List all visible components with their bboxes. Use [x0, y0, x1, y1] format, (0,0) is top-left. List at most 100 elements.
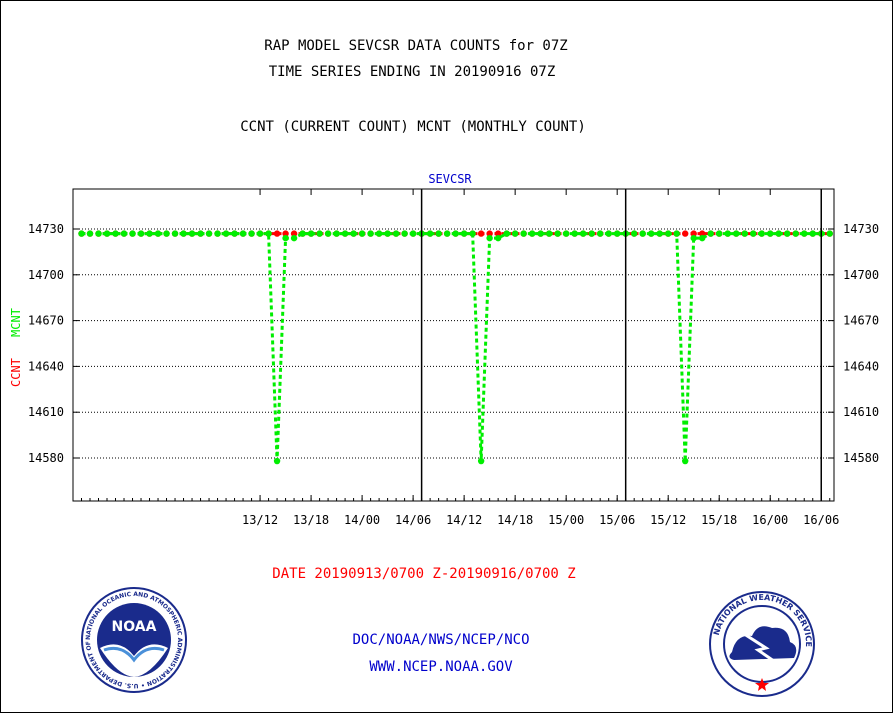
- x-tick-label: 14/06: [395, 513, 431, 527]
- data-point-mcnt: [699, 234, 706, 242]
- data-point-ccnt: [682, 230, 689, 237]
- noaa-logo: NOAA NATIONAL OCEANIC AND ATMOSPHERIC AD…: [80, 586, 187, 693]
- data-point-mcnt: [460, 230, 468, 237]
- data-point-mcnt: [197, 230, 204, 237]
- data-point-mcnt: [222, 230, 230, 237]
- data-point-mcnt: [367, 230, 374, 237]
- y-tick-label-right: 14730: [843, 222, 879, 236]
- data-point-ccnt: [477, 230, 485, 237]
- data-point-mcnt: [426, 230, 434, 237]
- data-point-mcnt: [120, 230, 128, 237]
- data-point-mcnt: [112, 230, 119, 237]
- data-point-mcnt: [95, 230, 102, 237]
- data-point-mcnt: [214, 230, 221, 237]
- y-tick-label-right: 14580: [843, 451, 879, 465]
- data-point-mcnt: [103, 230, 111, 237]
- data-point-mcnt: [647, 230, 655, 237]
- x-tick-label: 14/18: [497, 513, 533, 527]
- data-point-mcnt: [129, 230, 136, 237]
- plot-border: [72, 188, 835, 502]
- data-point-mcnt: [588, 230, 595, 237]
- data-point-mcnt: [350, 230, 357, 237]
- y-tick-label-right: 14640: [843, 359, 879, 373]
- data-point-mcnt: [545, 230, 553, 237]
- nws-logo: NATIONAL WEATHER SERVICE: [709, 591, 815, 697]
- data-point-mcnt: [282, 234, 289, 242]
- data-point-mcnt: [239, 230, 247, 237]
- data-point-mcnt: [630, 230, 638, 237]
- series-layer: [78, 230, 833, 465]
- data-point-mcnt: [741, 230, 748, 237]
- y-axis-label: CCNT MCNT: [9, 308, 23, 387]
- data-point-mcnt: [605, 230, 612, 237]
- x-tick-label: 16/06: [803, 513, 839, 527]
- data-point-ccnt: [290, 230, 298, 237]
- y-tick-label-left: 14580: [28, 451, 64, 465]
- data-point-mcnt: [494, 234, 502, 242]
- data-point-mcnt: [690, 234, 697, 242]
- data-point-mcnt: [435, 230, 442, 237]
- data-point-mcnt: [452, 230, 459, 237]
- chart-title: SEVCSR: [428, 172, 472, 186]
- data-point-mcnt: [205, 230, 213, 237]
- axis-layer: 14730 14730 14700 14700 14670 14670 14640 14640…: [28, 188, 879, 527]
- data-point-mcnt: [86, 230, 94, 237]
- x-tick-label: 14/12: [446, 513, 482, 527]
- data-point-mcnt: [511, 230, 519, 237]
- y-tick-label-right: 14610: [843, 405, 879, 419]
- data-point-mcnt: [664, 230, 672, 237]
- data-point-mcnt: [520, 230, 527, 237]
- data-point-mcnt: [375, 230, 383, 237]
- data-point-mcnt: [801, 230, 808, 237]
- x-tick-label: 15/00: [548, 513, 584, 527]
- data-point-mcnt: [596, 230, 604, 237]
- grid-layer: [73, 228, 834, 459]
- series-line-mcnt: [81, 232, 830, 462]
- data-point-ccnt: [494, 230, 502, 237]
- y-tick-label-left: 14610: [28, 405, 64, 419]
- data-point-mcnt: [290, 234, 298, 242]
- data-point-mcnt: [579, 230, 587, 237]
- data-point-mcnt: [554, 230, 561, 237]
- data-point-mcnt: [384, 230, 391, 237]
- y-tick-label-left: 14700: [28, 268, 64, 282]
- data-point-mcnt: [673, 230, 680, 237]
- x-tick-label: 13/12: [242, 513, 278, 527]
- series-mcnt: [78, 230, 833, 465]
- data-point-ccnt: [690, 230, 697, 237]
- data-point-mcnt: [171, 230, 179, 237]
- data-point-mcnt: [137, 230, 145, 237]
- data-point-mcnt: [316, 230, 323, 237]
- title-line-2: TIME SERIES ENDING IN 20190916 07Z: [268, 64, 556, 80]
- data-point-mcnt: [358, 230, 366, 237]
- x-tick-label: 13/18: [293, 513, 329, 527]
- data-point-mcnt: [767, 230, 774, 237]
- data-point-ccnt: [699, 230, 706, 237]
- data-point-mcnt: [826, 230, 833, 237]
- data-point-mcnt: [537, 230, 544, 237]
- data-point-mcnt: [682, 457, 689, 465]
- y-axis-label-ccnt: CCNT: [9, 358, 23, 387]
- data-point-ccnt: [486, 230, 493, 237]
- data-point-mcnt: [656, 230, 663, 237]
- data-point-mcnt: [154, 230, 162, 237]
- footer-url[interactable]: WWW.NCEP.NOAA.GOV: [369, 659, 513, 675]
- data-point-mcnt: [571, 230, 578, 237]
- y-tick-label-right: 14670: [843, 314, 879, 328]
- data-point-mcnt: [333, 230, 340, 237]
- data-point-mcnt: [528, 230, 536, 237]
- y-tick-label-left: 14670: [28, 314, 64, 328]
- y-axis-label-mcnt: MCNT: [9, 308, 23, 337]
- data-point-mcnt: [324, 230, 332, 237]
- data-point-mcnt: [639, 230, 646, 237]
- data-point-ccnt: [273, 230, 281, 237]
- title-line-3: CCNT (CURRENT COUNT) MCNT (MONTHLY COUNT…: [240, 119, 586, 135]
- data-point-mcnt: [265, 230, 272, 237]
- y-tick-label-right: 14700: [843, 268, 879, 282]
- x-tick-label: 16/00: [752, 513, 788, 527]
- data-point-mcnt: [256, 230, 264, 237]
- data-point-mcnt: [733, 230, 740, 237]
